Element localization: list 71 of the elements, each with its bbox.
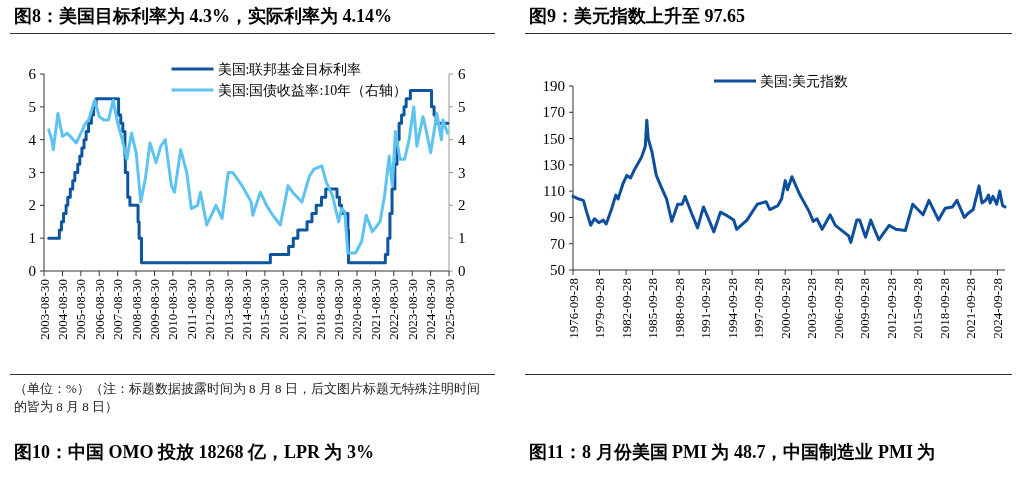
x-tick-label: 2006-08-30 — [91, 279, 107, 340]
x-tick-label: 2003-09-28 — [804, 278, 820, 339]
x-tick-label: 2015-09-28 — [910, 278, 926, 339]
x-tick-label: 2017-08-30 — [294, 279, 310, 340]
x-tick-label: 2006-09-28 — [830, 278, 846, 339]
x-tick-label: 2018-08-30 — [312, 279, 328, 340]
x-tick-label: 1982-09-28 — [618, 278, 634, 339]
x-tick-label: 2024-09-28 — [989, 278, 1005, 339]
x-tick-label: 1979-09-28 — [592, 278, 608, 339]
y2-tick-label: 6 — [458, 66, 466, 82]
x-tick-label: 1976-09-28 — [565, 278, 581, 339]
y-tick-label: 0 — [28, 263, 36, 279]
y2-tick-label: 3 — [458, 164, 466, 181]
text: （单位：%）（注：标题数据披露时间为 8 月 8 日，后文图片标题无特殊注明时间的皆为 8 月 8 日） — [14, 380, 481, 416]
x-tick-label: 2023-08-30 — [404, 279, 420, 340]
x-tick-label: 2024-08-30 — [423, 279, 439, 340]
y-tick-label: 4 — [28, 131, 37, 148]
y-tick-label: 3 — [28, 164, 36, 181]
y-tick-label: 170 — [542, 104, 565, 121]
y-tick-label: 1 — [28, 230, 36, 247]
y-tick-label: 50 — [550, 262, 565, 278]
x-tick-label: 1994-09-28 — [724, 278, 740, 339]
x-tick-label: 2005-08-30 — [73, 279, 89, 340]
x-tick-label: 2019-08-30 — [331, 279, 347, 340]
x-tick-label: 1985-09-28 — [645, 278, 661, 339]
x-tick-label: 2022-08-30 — [386, 279, 402, 340]
chart-title: 图9：美元指数上升至 97.65 — [529, 5, 745, 28]
legend-label: 美国:国债收益率:10年（右轴） — [217, 83, 408, 98]
x-tick-label: 2000-09-28 — [777, 278, 793, 339]
x-tick-label: 2021-09-28 — [963, 278, 979, 339]
y-tick-label: 6 — [28, 66, 37, 82]
x-tick-label: 2011-08-30 — [183, 279, 199, 340]
x-tick-label: 2010-08-30 — [165, 279, 181, 340]
x-tick-label: 2012-08-30 — [202, 279, 218, 340]
x-tick-label: 2015-08-30 — [257, 279, 273, 340]
x-tick-label: 1991-09-28 — [698, 278, 714, 339]
x-tick-label: 2007-08-30 — [110, 279, 126, 340]
x-tick-label: 1988-09-28 — [671, 278, 687, 339]
x-tick-label: 2016-08-30 — [275, 279, 291, 340]
y2-tick-label: 4 — [458, 131, 466, 148]
y-tick-label: 130 — [542, 156, 565, 173]
x-tick-label: 2021-08-30 — [367, 279, 383, 340]
y-tick-label: 190 — [542, 78, 565, 94]
x-tick-label: 2014-08-30 — [239, 279, 254, 340]
x-tick-label: 2025-08-30 — [441, 279, 457, 340]
x-tick-label: 2013-08-30 — [220, 279, 236, 340]
y2-tick-label: 5 — [458, 98, 466, 115]
y2-tick-label: 0 — [458, 263, 466, 279]
legend-label: 美国:联邦基金目标利率 — [217, 62, 362, 77]
legend-label: 美国:美元指数 — [760, 74, 848, 89]
x-tick-label: 2003-08-30 — [36, 279, 52, 340]
x-tick-label: 2018-09-28 — [936, 278, 952, 339]
y-tick-label: 90 — [550, 209, 565, 226]
y2-tick-label: 1 — [458, 230, 466, 247]
line-series — [571, 118, 1007, 244]
y-tick-label: 2 — [28, 197, 36, 214]
x-tick-label: 2012-09-28 — [883, 278, 899, 339]
x-tick-label: 2008-08-30 — [128, 279, 144, 340]
caption: 图10：中国 OMO 投放 18268 亿，LPR 为 3% — [14, 441, 374, 464]
x-tick-label: 2009-09-28 — [857, 278, 873, 339]
caption: 图11：8 月份美国 PMI 为 48.7，中国制造业 PMI 为 — [529, 441, 936, 464]
y-tick-label: 70 — [550, 235, 565, 252]
x-tick-label: 2004-08-30 — [54, 279, 70, 340]
y2-tick-label: 2 — [458, 197, 466, 214]
y-tick-label: 5 — [28, 98, 36, 115]
y-tick-label: 150 — [542, 130, 565, 147]
x-tick-label: 1997-09-28 — [751, 278, 767, 339]
chart-title: 图8：美国目标利率为 4.3%，实际利率为 4.14% — [14, 5, 392, 28]
x-tick-label: 2009-08-30 — [146, 279, 162, 340]
y-tick-label: 110 — [543, 183, 565, 200]
x-tick-label: 2020-08-30 — [349, 279, 365, 340]
